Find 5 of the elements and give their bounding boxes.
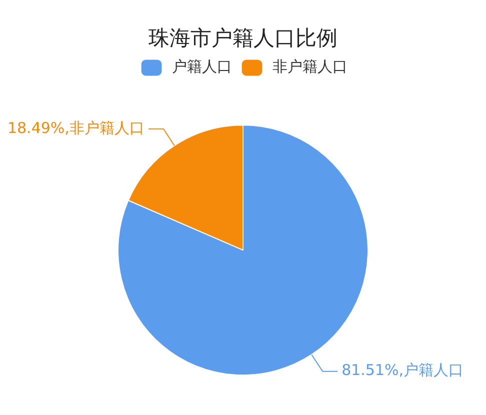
data-label: 18.49%,非户籍人口: [7, 118, 144, 137]
legend-label: 户籍人口: [172, 58, 232, 76]
chart-title: 珠海市户籍人口比例: [148, 26, 338, 50]
data-label: 81.51%,户籍人口: [342, 361, 464, 380]
legend-label: 非户籍人口: [272, 58, 348, 76]
